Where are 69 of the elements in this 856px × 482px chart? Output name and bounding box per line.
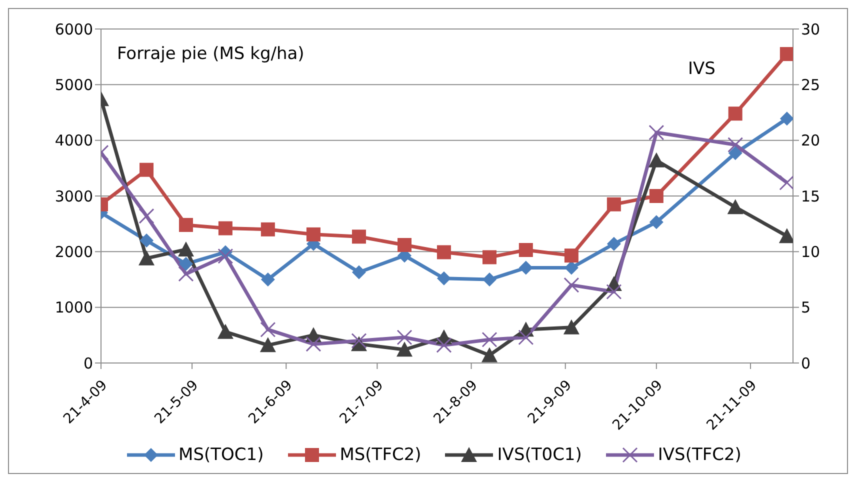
point [481, 347, 498, 362]
y-tick-label: 4000 [54, 132, 93, 150]
point [178, 218, 193, 232]
point [564, 260, 578, 275]
point [217, 324, 234, 339]
point [218, 248, 234, 264]
point [396, 342, 413, 357]
point [260, 222, 275, 236]
y2-tick-label: 20 [801, 132, 820, 150]
point [178, 266, 194, 282]
point [436, 245, 451, 260]
legend-label: MS(TFC2) [340, 445, 422, 465]
point [482, 332, 498, 348]
point [260, 272, 275, 286]
point [396, 330, 412, 346]
point [649, 189, 664, 203]
point [648, 152, 664, 168]
point [728, 146, 742, 160]
point [178, 241, 194, 256]
y2-tick-label: 25 [801, 76, 820, 94]
point [728, 137, 744, 153]
y2-tick-label: 30 [801, 20, 820, 38]
point [436, 337, 452, 353]
y-tick-label: 2000 [54, 242, 93, 261]
point [260, 337, 276, 352]
y2-tick-label: 15 [801, 187, 820, 206]
point [564, 277, 580, 293]
point [780, 112, 793, 126]
point [648, 124, 664, 140]
point [518, 242, 533, 257]
point [482, 272, 496, 286]
y-tick-label: 0 [83, 354, 93, 372]
point [398, 238, 412, 252]
y2-tick-label: 5 [801, 298, 811, 317]
legend-label: IVS(TFC2) [658, 445, 742, 465]
point [649, 215, 664, 230]
y2-tick-label: 0 [801, 354, 811, 372]
point [260, 322, 276, 338]
point [606, 197, 621, 212]
point [178, 256, 193, 271]
y-axis-title: Forraje pie (MS kg/ha) [117, 44, 304, 64]
point [306, 227, 320, 242]
point [351, 332, 367, 348]
point [436, 271, 451, 286]
point [140, 162, 154, 177]
point [727, 199, 744, 214]
legend-label: MS(TOC1) [178, 445, 264, 465]
y-tick-label: 5000 [54, 76, 93, 94]
point [218, 221, 232, 236]
point [140, 234, 154, 248]
y-tick-label: 1000 [54, 298, 93, 317]
point [780, 47, 793, 62]
y2-axis-title: IVS [688, 59, 716, 79]
point [352, 230, 366, 244]
point [606, 284, 622, 300]
point [482, 250, 496, 264]
point [138, 250, 155, 266]
y-tick-label: 6000 [54, 20, 93, 38]
y-tick-label: 3000 [54, 187, 93, 206]
point [306, 336, 322, 352]
point [564, 248, 578, 263]
point [606, 236, 621, 251]
point [352, 265, 366, 280]
y2-tick-label: 10 [801, 242, 820, 261]
point [563, 319, 580, 334]
point [518, 330, 534, 346]
legend-label: IVS(T0C1) [497, 445, 582, 465]
point [518, 260, 533, 275]
point [728, 106, 742, 121]
